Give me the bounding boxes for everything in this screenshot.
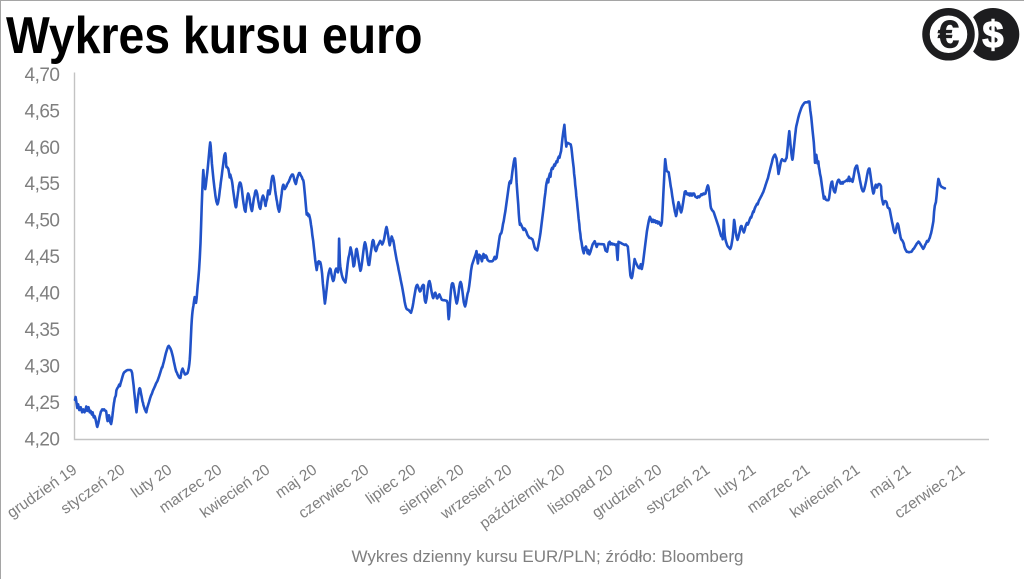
svg-text:€: € bbox=[938, 14, 960, 57]
svg-text:4,60: 4,60 bbox=[25, 138, 60, 159]
svg-text:4,30: 4,30 bbox=[25, 357, 60, 378]
svg-text:maj 21: maj 21 bbox=[866, 461, 914, 502]
svg-text:4,65: 4,65 bbox=[25, 101, 60, 122]
svg-text:4,25: 4,25 bbox=[25, 393, 60, 414]
svg-text:$: $ bbox=[982, 14, 1003, 56]
svg-text:4,50: 4,50 bbox=[25, 211, 60, 232]
svg-text:4,55: 4,55 bbox=[25, 174, 60, 195]
svg-text:4,45: 4,45 bbox=[25, 247, 60, 268]
svg-text:luty 21: luty 21 bbox=[712, 461, 759, 501]
svg-text:4,70: 4,70 bbox=[25, 65, 60, 86]
svg-text:4,40: 4,40 bbox=[25, 284, 60, 305]
svg-text:4,35: 4,35 bbox=[25, 320, 60, 341]
svg-text:4,20: 4,20 bbox=[25, 430, 60, 451]
